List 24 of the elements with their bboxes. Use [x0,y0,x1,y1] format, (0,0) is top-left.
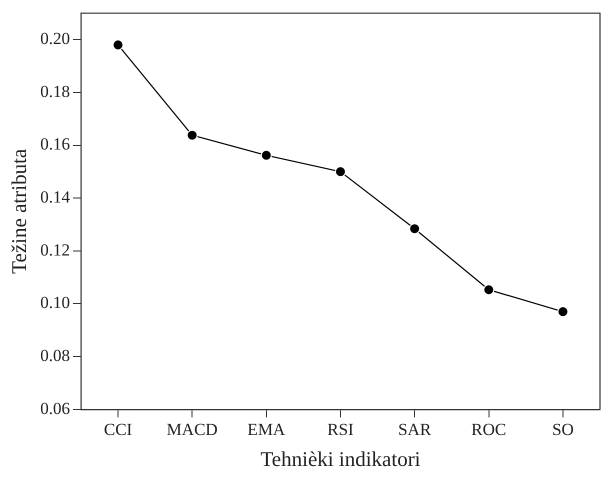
point [186,130,198,141]
y-tick-label: 0.16 [40,134,70,154]
y-tick-label: 0.20 [40,29,70,48]
point [409,223,420,234]
x-tick-label: RSI [327,420,354,440]
x-axis-title: Tehnièki indikatori [260,446,421,471]
y-tick-label: 0.18 [40,82,70,101]
point [112,39,124,50]
x-tick-label: MACD [166,420,218,440]
point [557,306,568,318]
x-tick-label: SO [552,420,574,440]
y-tick-label: 0.10 [40,293,70,312]
x-tick-label: SAR [398,420,432,440]
x-tick-label: CCI [104,420,133,440]
point [334,166,346,178]
x-tick-label: EMA [247,420,286,440]
y-axis-title: Težine atributa [7,148,32,274]
y-tick-label: 0.08 [40,346,70,366]
point [483,284,494,296]
y-tick-label: 0.06 [40,398,70,418]
y-tick-label: 0.14 [40,188,70,207]
y-tick-label: 0.12 [40,240,70,260]
point [260,150,272,161]
x-tick-label: ROC [471,420,506,440]
